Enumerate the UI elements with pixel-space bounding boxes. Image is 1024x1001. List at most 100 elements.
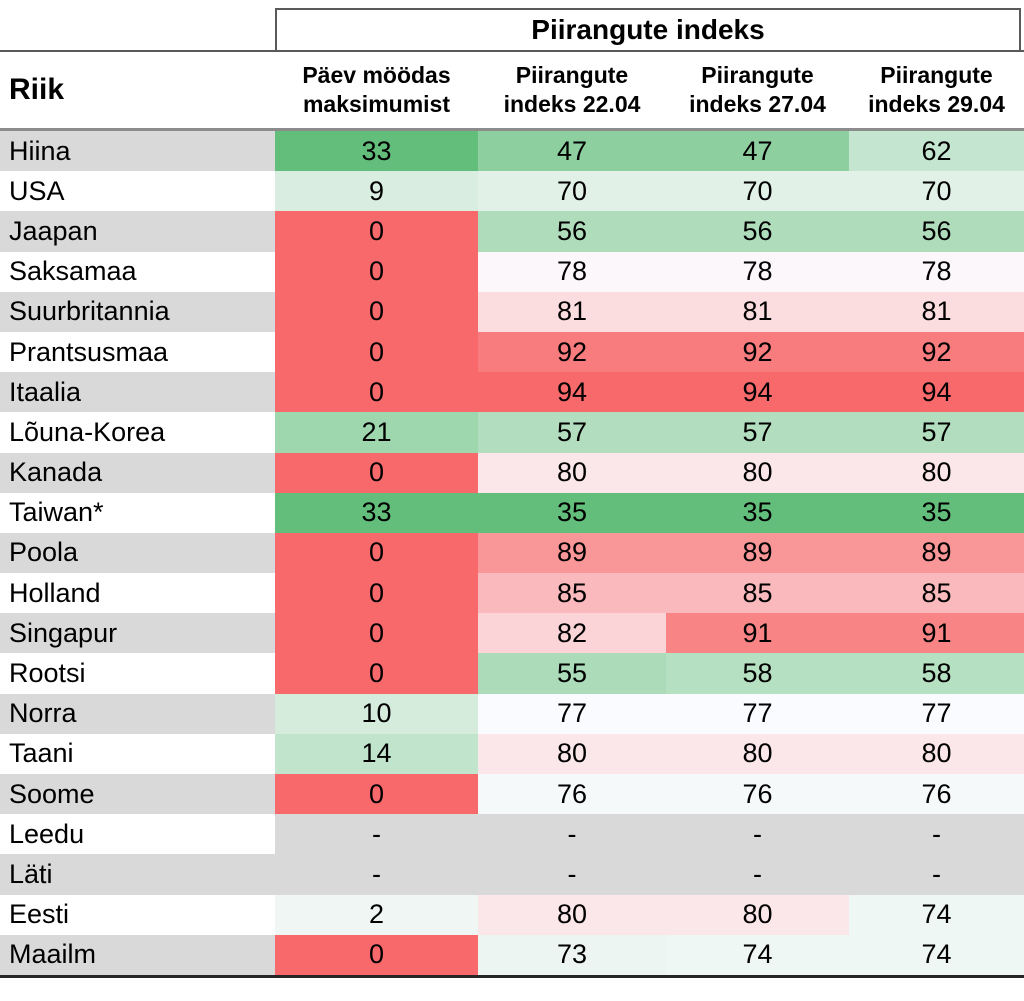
value-cell: 80 <box>849 452 1024 493</box>
country-cell: Poola <box>0 532 275 574</box>
value-cell: 74 <box>849 934 1024 975</box>
country-cell: Suurbritannia <box>0 291 275 332</box>
value-cell: 10 <box>275 693 478 734</box>
value-cell: - <box>666 854 849 895</box>
value-cell: 73 <box>478 934 666 975</box>
value-cell: - <box>849 814 1024 855</box>
table-row: Itaalia 0 94 94 94 <box>0 372 1024 413</box>
value-cell: 85 <box>478 573 666 614</box>
value-cell: 56 <box>849 211 1024 252</box>
value-cell: 70 <box>666 171 849 212</box>
value-cell: 94 <box>666 372 849 413</box>
value-cell: 35 <box>849 492 1024 533</box>
value-cell: 74 <box>666 934 849 975</box>
column-header-line: indeks 29.04 <box>868 91 1005 117</box>
title-spacer <box>0 8 275 50</box>
value-cell: - <box>849 854 1024 895</box>
value-cell: 85 <box>666 573 849 614</box>
value-cell: 89 <box>666 532 849 574</box>
column-header-index-2904: Piirangute indeks 29.04 <box>849 52 1024 128</box>
value-cell: 0 <box>275 774 478 815</box>
column-header-line: Piirangute <box>880 62 993 89</box>
value-cell: 57 <box>849 412 1024 453</box>
value-cell: 56 <box>666 211 849 252</box>
table-row: Leedu - - - - <box>0 814 1024 855</box>
value-cell: 0 <box>275 532 478 574</box>
value-cell: 80 <box>849 733 1024 774</box>
table-row: Soome 0 76 76 76 <box>0 774 1024 815</box>
value-cell: 76 <box>666 774 849 815</box>
value-cell: 62 <box>849 131 1024 172</box>
value-cell: 89 <box>478 532 666 574</box>
value-cell: 78 <box>478 251 666 292</box>
column-header-days-past-max: Päev möödas maksimumist <box>275 52 478 128</box>
table-bottom-rule <box>0 974 1024 978</box>
value-cell: 33 <box>275 492 478 533</box>
value-cell: 81 <box>478 291 666 332</box>
value-cell: 0 <box>275 573 478 614</box>
value-cell: 77 <box>849 693 1024 734</box>
country-cell: Soome <box>0 774 275 815</box>
value-cell: 80 <box>478 733 666 774</box>
table-row: Eesti 2 80 80 74 <box>0 894 1024 935</box>
table-row: Maailm 0 73 74 74 <box>0 934 1024 975</box>
value-cell: 0 <box>275 372 478 413</box>
value-cell: 94 <box>478 372 666 413</box>
table-row: Kanada 0 80 80 80 <box>0 452 1024 493</box>
column-header-country: Riik <box>9 73 65 106</box>
table-row: Jaapan 0 56 56 56 <box>0 211 1024 252</box>
value-cell: 0 <box>275 452 478 493</box>
country-cell: Prantsusmaa <box>0 331 275 373</box>
value-cell: 35 <box>666 492 849 533</box>
value-cell: 80 <box>478 452 666 493</box>
table-row: Prantsusmaa 0 92 92 92 <box>0 331 1024 373</box>
value-cell: 78 <box>666 251 849 292</box>
table-row: Singapur 0 82 91 91 <box>0 613 1024 654</box>
country-cell: Norra <box>0 693 275 734</box>
value-cell: 58 <box>666 653 849 694</box>
value-cell: 94 <box>849 372 1024 413</box>
value-cell: 80 <box>666 452 849 493</box>
table-row: Lõuna-Korea 21 57 57 57 <box>0 412 1024 453</box>
table-row: Taani 14 80 80 80 <box>0 733 1024 774</box>
country-cell: Singapur <box>0 613 275 654</box>
column-header-index-2704: Piirangute indeks 27.04 <box>666 52 849 128</box>
value-cell: 0 <box>275 653 478 694</box>
title-underline <box>0 50 1024 52</box>
country-cell: USA <box>0 171 275 212</box>
value-cell: 81 <box>666 291 849 332</box>
column-header-line: indeks 22.04 <box>503 91 641 117</box>
value-cell: 76 <box>849 774 1024 815</box>
value-cell: 21 <box>275 412 478 453</box>
country-cell: Taani <box>0 733 275 774</box>
value-cell: 91 <box>666 613 849 654</box>
value-cell: 70 <box>478 171 666 212</box>
value-cell: 0 <box>275 613 478 654</box>
value-cell: 0 <box>275 331 478 373</box>
country-cell: Lõuna-Korea <box>0 412 275 453</box>
value-cell: 0 <box>275 211 478 252</box>
table-row: Saksamaa 0 78 78 78 <box>0 251 1024 292</box>
title-band: Piirangute indeks <box>0 0 1024 50</box>
value-cell: 76 <box>478 774 666 815</box>
value-cell: 0 <box>275 934 478 975</box>
value-cell: 74 <box>849 894 1024 935</box>
value-cell: 77 <box>478 693 666 734</box>
value-cell: - <box>275 854 478 895</box>
value-cell: 89 <box>849 532 1024 574</box>
value-cell: 2 <box>275 894 478 935</box>
table-row: Poola 0 89 89 89 <box>0 532 1024 574</box>
value-cell: - <box>666 814 849 855</box>
value-cell: 80 <box>666 733 849 774</box>
value-cell: 55 <box>478 653 666 694</box>
value-cell: 91 <box>849 613 1024 654</box>
value-cell: 80 <box>666 894 849 935</box>
value-cell: 77 <box>666 693 849 734</box>
column-header-line: Piirangute <box>515 62 629 89</box>
country-cell: Hiina <box>0 131 275 172</box>
value-cell: 47 <box>666 131 849 172</box>
value-cell: 47 <box>478 131 666 172</box>
table-row: Hiina 33 47 47 62 <box>0 131 1024 172</box>
value-cell: 14 <box>275 733 478 774</box>
